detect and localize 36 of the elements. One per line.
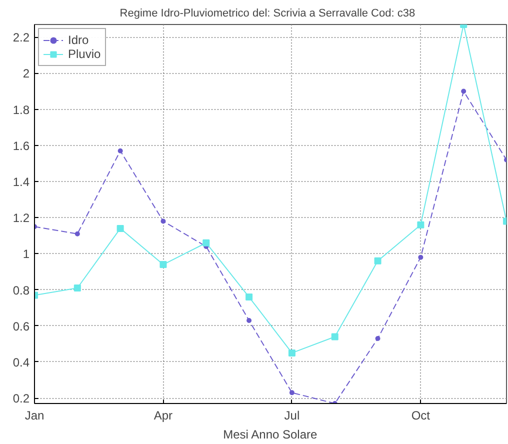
y-tick-label: 0.2: [12, 392, 30, 406]
y-tick-label: 0.4: [12, 355, 30, 370]
point: [288, 349, 296, 356]
point: [118, 148, 123, 154]
y-tick-label: 1.8: [12, 102, 30, 117]
point: [331, 333, 338, 340]
point: [374, 257, 382, 264]
y-tick-label: 1.4: [12, 175, 30, 190]
point: [74, 284, 81, 292]
point: [116, 224, 124, 232]
point: [246, 318, 252, 323]
point: [160, 218, 166, 224]
point: [246, 294, 253, 301]
legend-label: Idro: [68, 33, 89, 47]
point: [202, 239, 210, 246]
y-tick-label: 0.6: [12, 319, 30, 334]
chart-title: Regime Idro-Pluviometrico del: Scrivia a Serravalle Cod: c38: [120, 8, 416, 20]
y-tick-label: 0.8: [12, 283, 30, 298]
point: [160, 261, 167, 268]
x-tick-label: Jan: [24, 408, 44, 422]
x-tick-label: Apr: [154, 408, 173, 422]
point: [418, 254, 424, 260]
point: [74, 231, 80, 236]
point: [417, 221, 424, 228]
y-tick-label: 2.2: [12, 30, 30, 45]
x-axis-title: Mesi Anno Solare: [223, 428, 318, 442]
x-tick-label: Jul: [284, 408, 300, 422]
y-tick-label: 1.6: [12, 138, 30, 153]
legend-label: Pluvio: [68, 47, 101, 61]
x-tick-label: Oct: [411, 408, 431, 422]
y-tick-label: 2: [22, 66, 30, 81]
point: [375, 336, 380, 342]
y-tick-label: 1.2: [12, 211, 30, 226]
y-tick-label: 1: [22, 247, 30, 262]
point: [289, 390, 294, 396]
point: [461, 88, 466, 94]
